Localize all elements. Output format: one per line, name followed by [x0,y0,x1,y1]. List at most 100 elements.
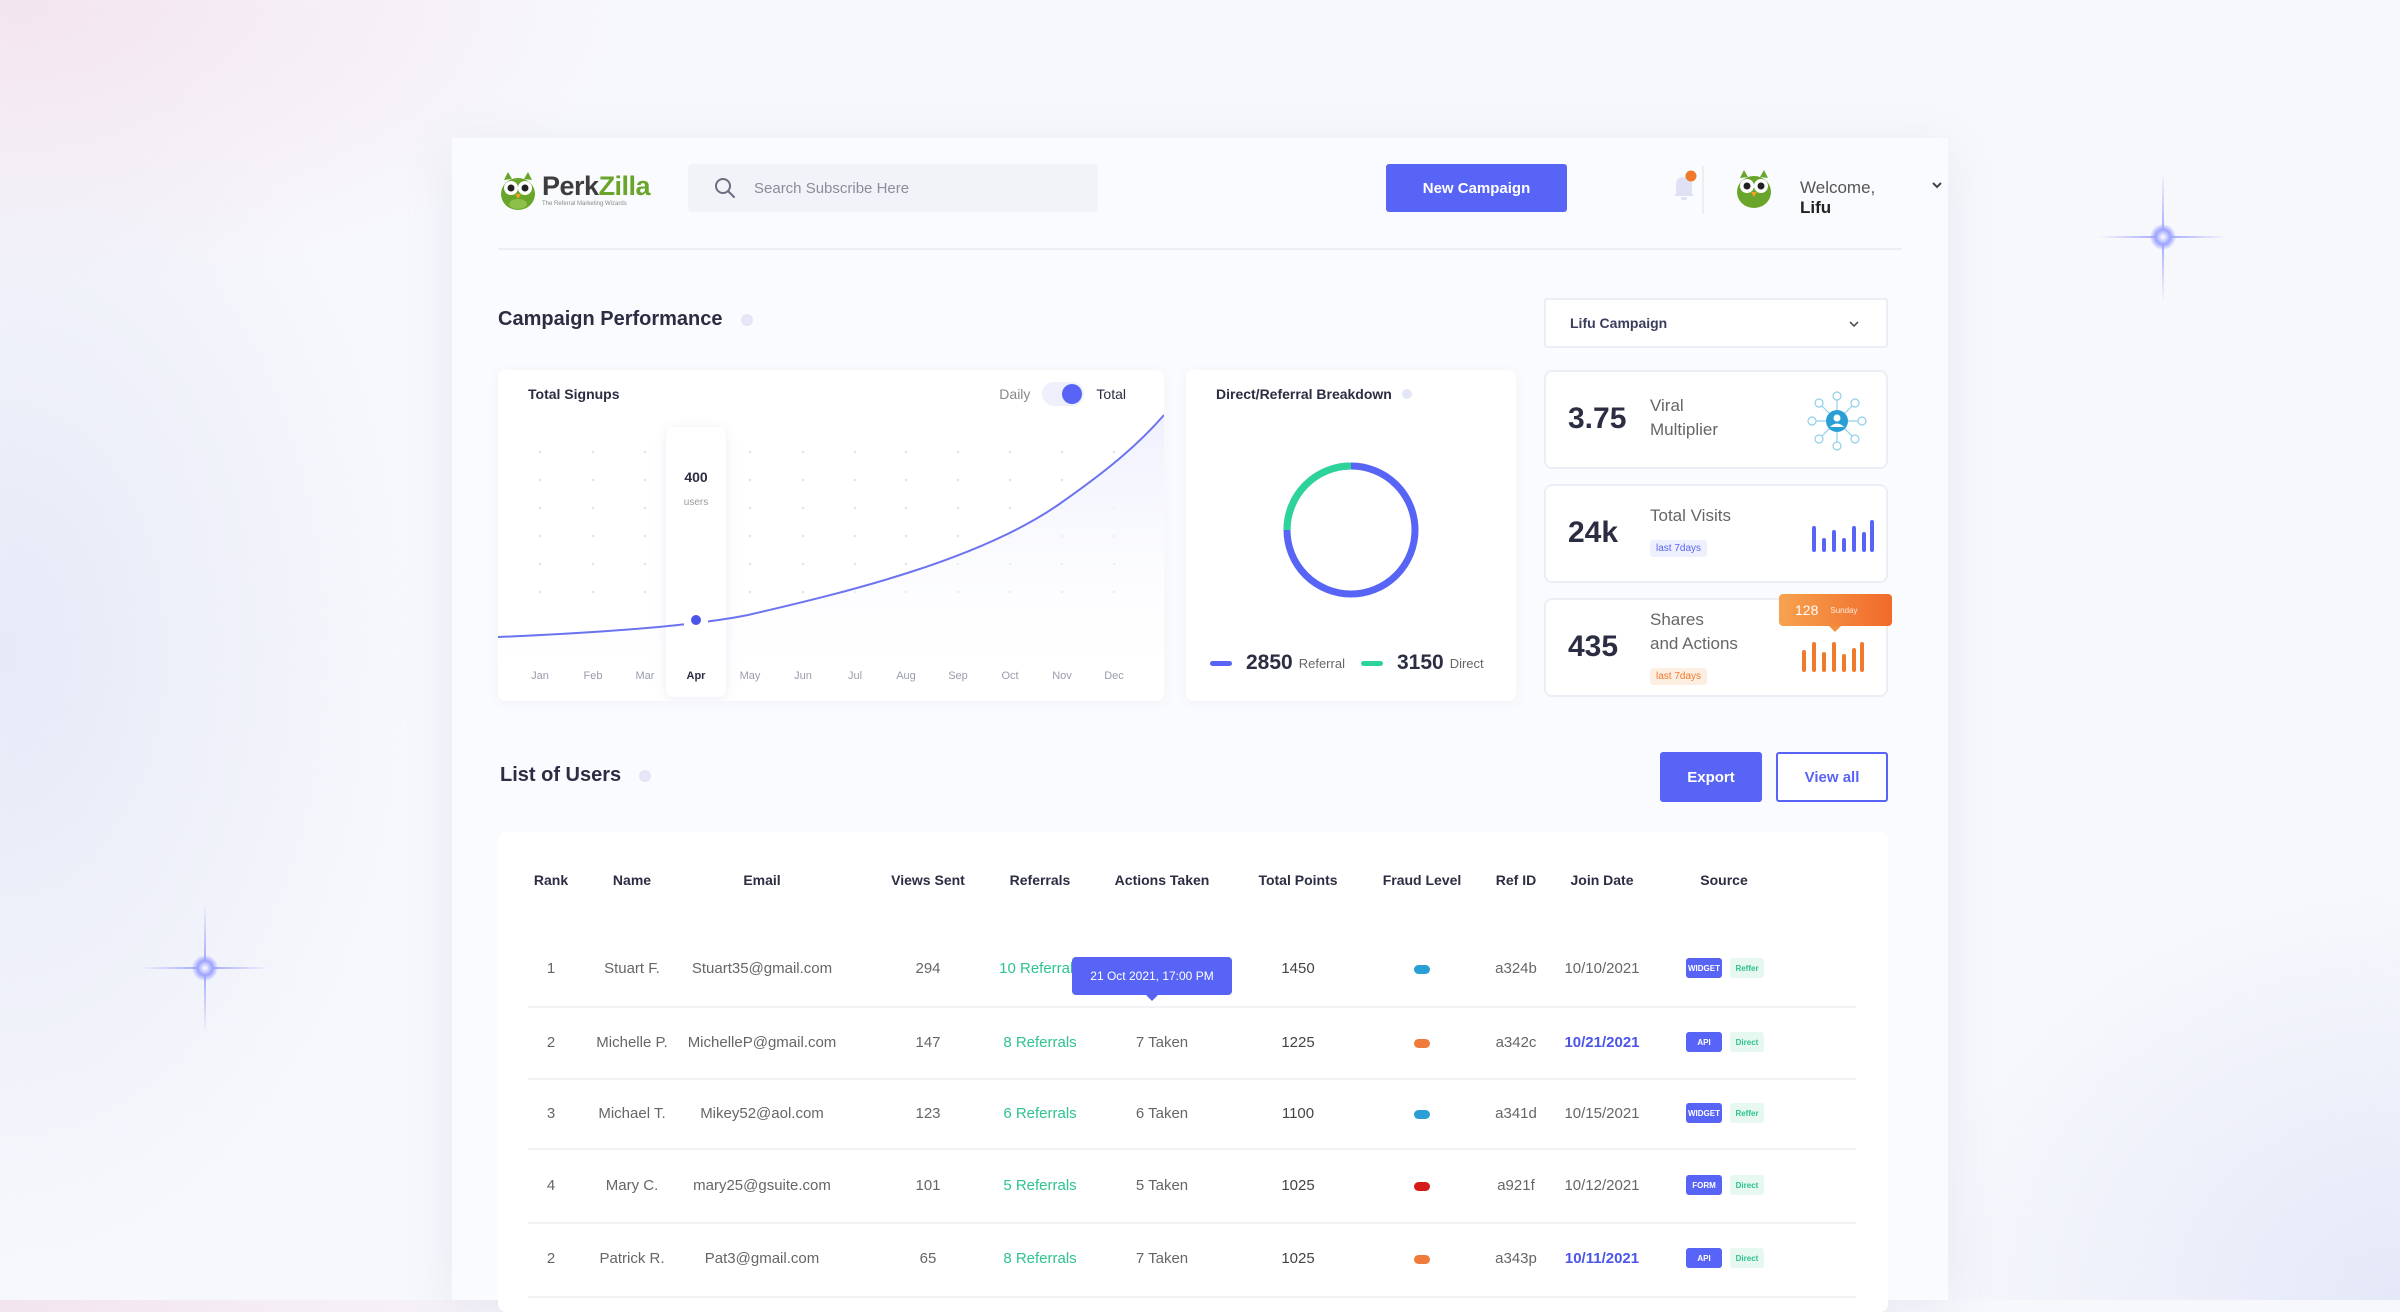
cell-views: 101 [915,1177,941,1194]
cell-name: Michael T. [598,1105,666,1122]
column-header-join-date[interactable]: Join Date [1570,872,1634,888]
cell-date: 10/11/2021 [1564,1250,1640,1267]
logo-tagline: The Referral Marketing Wizards [542,201,627,207]
daily-total-toggle[interactable] [1042,382,1085,406]
avatar[interactable] [1734,164,1774,210]
column-header-source[interactable]: Source [1700,872,1748,888]
new-campaign-button[interactable]: New Campaign [1386,164,1567,212]
top-header: PerkZilla The Referral Marketing Wizards… [498,162,1942,250]
column-header-ref-id[interactable]: Ref ID [1495,872,1537,888]
column-header-total-points[interactable]: Total Points [1258,872,1338,888]
cell-actions: 6 Taken [1135,1105,1189,1122]
shares-actions-value: 435 [1568,630,1619,663]
cell-rank: 1 [546,960,556,977]
month-label-jan: Jan [531,670,549,682]
column-header-actions-taken[interactable]: Actions Taken [1114,872,1210,888]
month-label-dec: Dec [1104,670,1124,682]
total-signups-card: Total Signups Daily Total 400 users Jan F… [498,370,1164,701]
column-header-rank[interactable]: Rank [533,872,569,888]
campaign-select[interactable]: Lifu Campaign [1544,298,1888,348]
month-label-feb: Feb [584,670,603,682]
table-row[interactable]: 2 Michelle P. MichelleP@gmail.com 147 8 Refe… [528,1008,1856,1080]
sparkle-decoration-right [2098,172,2228,302]
search-icon [715,178,735,198]
cell-date: 10/12/2021 [1564,1177,1640,1194]
cell-date: 10/10/2021 [1564,960,1640,977]
cell-email[interactable]: MichelleP@gmail.com [687,1034,837,1051]
total-visits-value: 24k [1568,516,1619,549]
cell-ref-id: a342c [1495,1034,1537,1051]
source-channel-badge: Reffer [1730,958,1764,978]
cell-referrals[interactable]: 8 Referrals [1003,1034,1077,1051]
cell-rank: 4 [546,1177,556,1194]
signups-line [498,414,1164,638]
cell-email[interactable]: Mikey52@aol.com [700,1105,824,1122]
notification-bell-icon[interactable] [1666,168,1702,204]
list-of-users-title: List of Users [500,764,652,787]
chevron-down-icon [1849,321,1859,328]
cell-email[interactable]: mary25@gsuite.com [693,1177,831,1194]
search-bar[interactable] [688,164,1098,212]
fraud-level-indicator [1414,1182,1430,1191]
table-row[interactable]: 4 Mary C. mary25@gsuite.com 101 5 Referrals 5… [528,1150,1856,1224]
info-icon[interactable] [740,313,753,326]
export-button[interactable]: Export [1660,752,1762,802]
cell-referrals[interactable]: 5 Referrals [1003,1177,1077,1194]
total-signups-title: Total Signups [528,386,620,402]
direct-referral-breakdown-card: Direct/Referral Breakdown 2850 Referral 3… [1186,370,1516,701]
highlight-value: 400 [684,469,708,485]
month-label-sep: Sep [948,670,968,682]
search-input[interactable] [754,179,1054,197]
cell-name: Michelle P. [596,1034,668,1051]
cell-points: 1450 [1281,960,1315,977]
cell-rank: 2 [546,1250,556,1267]
cell-email[interactable]: Pat3@gmail.com [704,1250,820,1267]
table-row[interactable]: 1 Stuart F. Stuart35@gmail.com 294 10 Referr… [528,932,1856,1008]
cell-rank: 2 [546,1034,556,1051]
cell-referrals[interactable]: 8 Referrals [1003,1250,1077,1267]
source-channel-badge: Reffer [1730,1103,1764,1123]
month-label-oct: Oct [1001,670,1018,682]
logo-wordmark: PerkZilla [542,171,651,201]
table-row[interactable]: 3 Michael T. Mikey52@aol.com 123 6 Referrals… [528,1080,1856,1150]
april-highlight-column[interactable] [666,427,726,697]
column-header-email[interactable]: Email [743,872,781,888]
highlight-unit: users [684,497,708,508]
column-header-referrals[interactable]: Referrals [1009,872,1071,888]
view-all-button[interactable]: View all [1776,752,1888,802]
april-data-point[interactable] [691,615,701,625]
join-date-tooltip: 21 Oct 2021, 17:00 PM [1072,957,1232,1001]
viral-multiplier-label: Viral Multiplier [1650,396,1719,439]
fraud-level-indicator [1414,1039,1430,1048]
cell-actions: 7 Taken [1135,1250,1189,1267]
cell-referrals[interactable]: 6 Referrals [1003,1105,1077,1122]
shares-day-badge[interactable]: 128 Sunday [1779,594,1892,632]
signups-chart: 400 users Jan Feb Mar Apr May Jun Jul Aug Sep Oct… [498,414,1164,701]
info-icon[interactable] [1401,389,1412,399]
viral-multiplier-value: 3.75 [1568,402,1627,435]
viral-multiplier-card: 3.75 Viral Multiplier [1544,370,1888,469]
cell-name: Mary C. [605,1177,659,1194]
fraud-level-indicator [1414,1110,1430,1119]
column-header-fraud-level[interactable]: Fraud Level [1382,872,1462,888]
shares-bar-icon [1802,642,1864,672]
cell-email[interactable]: Stuart35@gmail.com [691,960,833,977]
cell-referrals[interactable]: 10 Referrals [999,960,1081,977]
cell-views: 147 [915,1034,941,1051]
network-icon [1807,391,1867,451]
referral-arc [1283,462,1352,531]
source-type-badge: API [1686,1248,1722,1268]
table-row[interactable]: 2 Patrick R. Pat3@gmail.com 65 8 Referrals 7 … [528,1224,1856,1298]
perkzilla-logo[interactable]: PerkZilla The Referral Marketing Wizards [498,166,651,212]
source-channel-badge: Direct [1730,1175,1764,1195]
column-header-views-sent[interactable]: Views Sent [891,872,965,888]
cell-points: 1225 [1281,1034,1315,1051]
welcome-text[interactable]: Welcome, Lifu [1800,178,1876,217]
info-icon[interactable] [639,769,652,782]
column-header-name[interactable]: Name [612,872,652,888]
toggle-daily-label[interactable]: Daily [999,386,1031,402]
breakdown-title: Direct/Referral Breakdown [1216,386,1412,402]
chevron-down-icon[interactable] [1930,178,1944,192]
toggle-total-label[interactable]: Total [1096,386,1126,402]
cell-views: 65 [919,1250,937,1267]
